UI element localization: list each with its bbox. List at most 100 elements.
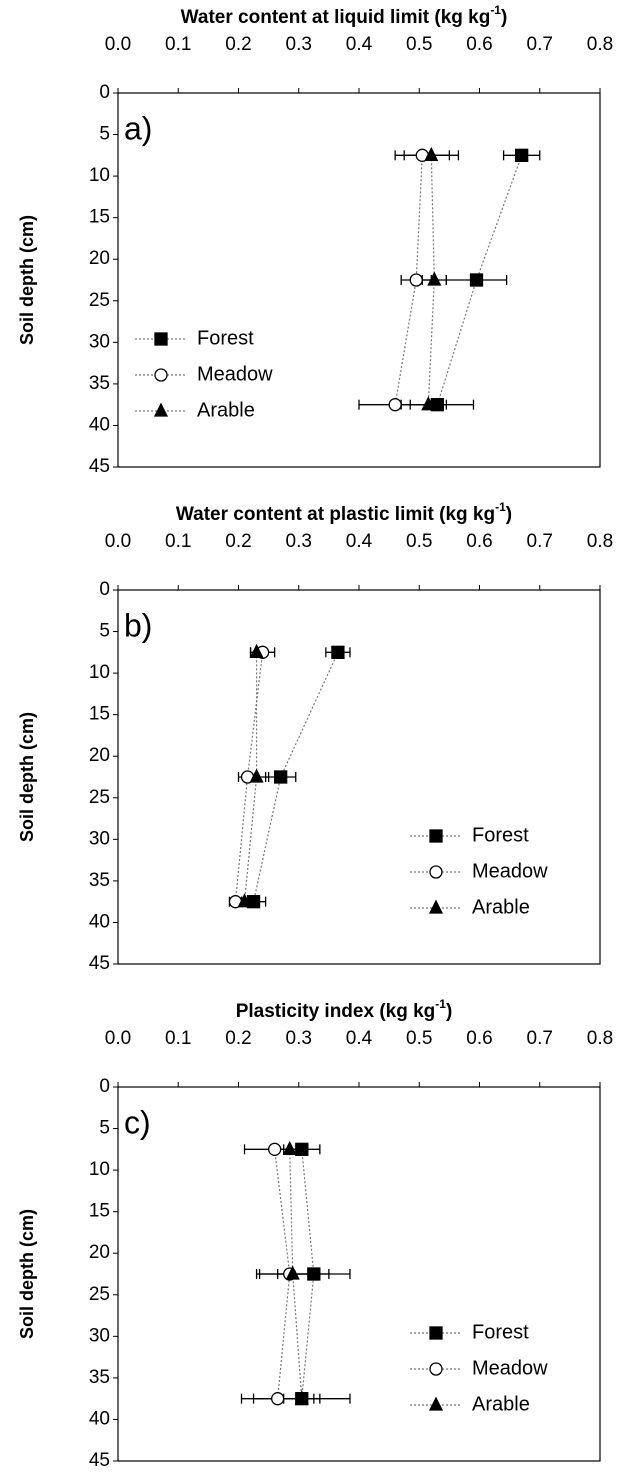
marker-triangle bbox=[428, 1396, 444, 1411]
x-tick-label: 0.0 bbox=[105, 1028, 131, 1049]
x-tick-label: 0.7 bbox=[527, 1028, 553, 1049]
panel-label: c) bbox=[124, 1104, 151, 1140]
y-tick-label: 5 bbox=[99, 1118, 110, 1139]
marker-square bbox=[469, 273, 484, 287]
x-tick-label: 0.2 bbox=[225, 34, 251, 55]
panel: Plasticity index (kg kg-1) 0.0 0.1 0.2 0.3 0.… bbox=[17, 997, 613, 1471]
marker-circle bbox=[429, 865, 443, 879]
panel-label: a) bbox=[124, 110, 152, 146]
x-tick-label: 0.2 bbox=[225, 1028, 251, 1049]
x-tick-label: 0.4 bbox=[346, 34, 373, 55]
x-tick-label: 0.4 bbox=[346, 1028, 373, 1049]
marker-triangle bbox=[427, 271, 442, 286]
y-tick-label: 35 bbox=[89, 373, 110, 394]
legend-label: Meadow bbox=[197, 363, 273, 385]
y-tick-label: 0 bbox=[99, 579, 110, 600]
x-tick-label: 0.6 bbox=[466, 531, 492, 552]
marker-triangle bbox=[285, 1265, 300, 1280]
x-tick-label: 0.1 bbox=[165, 34, 191, 55]
legend-label: Meadow bbox=[472, 1357, 548, 1379]
marker-triangle bbox=[153, 402, 169, 417]
y-tick-label: 25 bbox=[89, 290, 110, 311]
panel: Water content at liquid limit (kg kg-1) 0… bbox=[17, 3, 613, 477]
y-tick-label: 5 bbox=[99, 621, 110, 642]
y-tick-label: 30 bbox=[89, 828, 110, 849]
y-tick-label: 30 bbox=[89, 331, 110, 352]
axis-title-part: Water content at liquid limit (kg kg bbox=[181, 7, 491, 28]
marker-triangle bbox=[294, 1390, 309, 1405]
marker-triangle bbox=[428, 899, 444, 914]
y-axis-label: Soil depth (cm) bbox=[17, 1209, 37, 1339]
y-tick-label: 45 bbox=[89, 456, 110, 477]
y-tick-label: 25 bbox=[89, 1284, 110, 1305]
marker-square bbox=[331, 645, 345, 659]
marker-circle bbox=[271, 1392, 285, 1406]
axis-title-part: Water content at plastic limit (kg kg bbox=[176, 504, 495, 525]
axis-title-part: -1 bbox=[495, 500, 506, 514]
y-tick-label: 45 bbox=[89, 953, 110, 974]
x-tick-label: 0.3 bbox=[286, 1028, 312, 1049]
y-tick-label: 15 bbox=[89, 704, 110, 725]
y-tick-label: 35 bbox=[89, 1367, 110, 1388]
marker-triangle bbox=[237, 893, 252, 908]
y-axis-label: Soil depth (cm) bbox=[17, 712, 37, 842]
axis-title-part: ) bbox=[501, 7, 507, 28]
axis-title-part: ) bbox=[506, 504, 512, 525]
axis-title: Plasticity index (kg kg-1) bbox=[236, 997, 453, 1022]
legend-label: Forest bbox=[472, 824, 529, 846]
legend-label: Forest bbox=[472, 1321, 529, 1343]
x-tick-label: 0.5 bbox=[406, 531, 432, 552]
marker-square bbox=[429, 1326, 443, 1340]
marker-square bbox=[515, 148, 529, 162]
marker-square bbox=[295, 1142, 309, 1156]
panel: Water content at plastic limit (kg kg-1)… bbox=[17, 500, 613, 974]
marker-triangle bbox=[424, 146, 439, 161]
x-tick-label: 0.7 bbox=[527, 531, 553, 552]
marker-circle bbox=[429, 1362, 443, 1376]
x-tick-label: 0.1 bbox=[165, 1028, 191, 1049]
y-tick-label: 40 bbox=[89, 1408, 110, 1429]
x-tick-label: 0.8 bbox=[587, 1028, 613, 1049]
x-tick-label: 0.0 bbox=[105, 531, 131, 552]
y-axis-label: Soil depth (cm) bbox=[17, 215, 37, 345]
marker-circle bbox=[409, 273, 423, 287]
marker-triangle bbox=[249, 643, 264, 658]
axis-title-part: -1 bbox=[490, 3, 501, 17]
marker-triangle bbox=[421, 396, 436, 411]
y-tick-label: 5 bbox=[99, 124, 110, 145]
legend-label: Arable bbox=[472, 896, 530, 918]
y-tick-label: 15 bbox=[89, 207, 110, 228]
marker-circle bbox=[154, 368, 168, 382]
marker-circle bbox=[267, 1142, 282, 1156]
y-tick-label: 0 bbox=[99, 1076, 110, 1097]
y-tick-label: 40 bbox=[89, 414, 110, 435]
y-tick-label: 20 bbox=[89, 1242, 110, 1263]
x-tick-label: 0.5 bbox=[406, 34, 432, 55]
marker-triangle bbox=[249, 768, 264, 783]
legend-label: Meadow bbox=[472, 860, 548, 882]
marker-square bbox=[274, 770, 288, 784]
x-tick-label: 0.6 bbox=[466, 34, 492, 55]
legend-label: Forest bbox=[197, 327, 254, 349]
x-tick-label: 0.1 bbox=[165, 531, 191, 552]
axis-title-part: ) bbox=[446, 1001, 452, 1022]
x-tick-label: 0.0 bbox=[105, 34, 131, 55]
y-tick-label: 0 bbox=[99, 82, 110, 103]
y-tick-label: 40 bbox=[89, 911, 110, 932]
y-tick-label: 25 bbox=[89, 787, 110, 808]
marker-square bbox=[307, 1267, 321, 1281]
legend-label: Arable bbox=[197, 399, 255, 421]
y-tick-label: 20 bbox=[89, 745, 110, 766]
y-tick-label: 10 bbox=[89, 165, 110, 186]
x-tick-label: 0.8 bbox=[587, 34, 613, 55]
marker-triangle bbox=[282, 1140, 297, 1155]
panel-label: b) bbox=[124, 607, 152, 643]
y-tick-label: 45 bbox=[89, 1450, 110, 1471]
x-tick-label: 0.2 bbox=[225, 531, 251, 552]
marker-circle bbox=[388, 398, 402, 412]
x-tick-label: 0.5 bbox=[406, 1028, 432, 1049]
x-tick-label: 0.6 bbox=[466, 1028, 492, 1049]
x-tick-label: 0.3 bbox=[286, 34, 312, 55]
x-tick-label: 0.8 bbox=[587, 531, 613, 552]
